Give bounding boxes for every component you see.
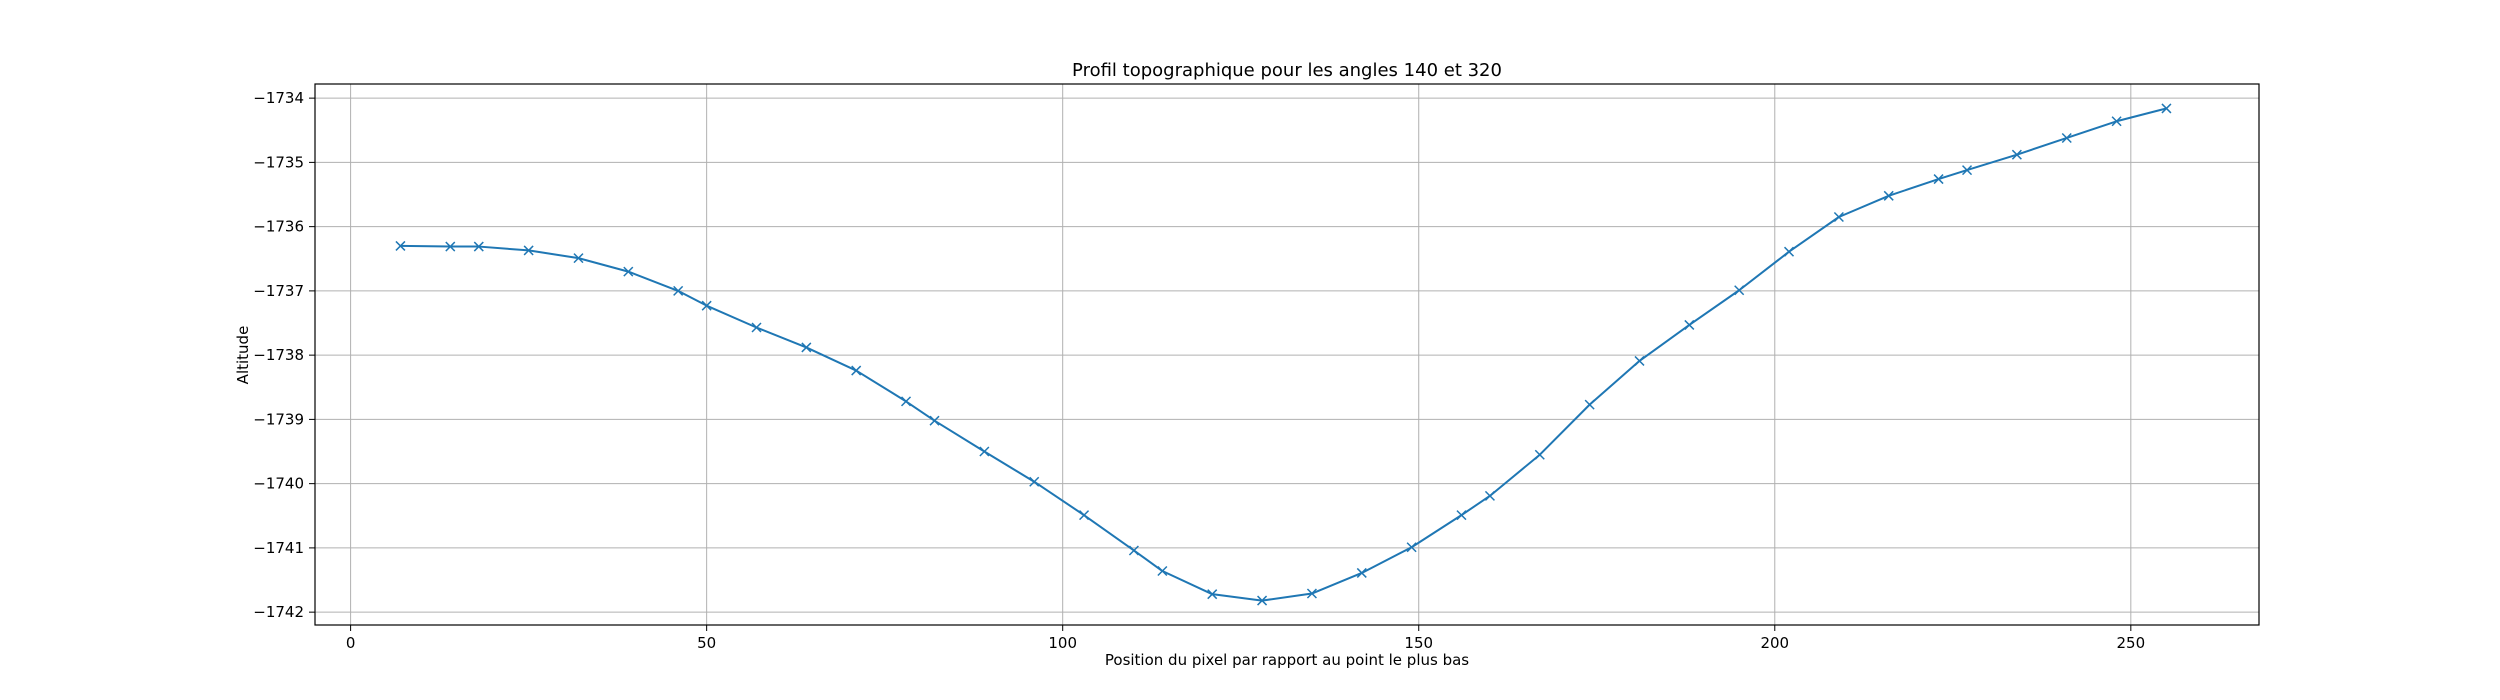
- data-point: [751, 322, 762, 333]
- x-tick-label: 250: [2117, 634, 2146, 652]
- data-point: [1128, 545, 1139, 556]
- data-point: [701, 300, 712, 311]
- data-point: [395, 240, 406, 251]
- data-point: [901, 396, 912, 407]
- grid: [315, 84, 2259, 625]
- data-point: [445, 241, 456, 252]
- data-point: [1584, 399, 1595, 410]
- series-line-layer: [400, 107, 2167, 602]
- y-axis-label: Altitude: [234, 326, 252, 385]
- data-point: [1833, 211, 1844, 223]
- plot-frame: [314, 83, 2260, 626]
- data-point: [929, 415, 940, 426]
- data-point: [1962, 165, 1973, 176]
- data-point: [673, 285, 684, 296]
- data-point: [851, 365, 862, 376]
- data-point: [1079, 510, 1090, 521]
- series-line: [400, 107, 2167, 602]
- data-point: [801, 342, 812, 353]
- data-point: [2111, 116, 2122, 127]
- x-tick-label: 200: [1760, 634, 1789, 652]
- data-point: [1783, 246, 1795, 257]
- data-point: [2061, 132, 2072, 144]
- y-tick-label: −1734: [253, 89, 304, 107]
- data-point: [979, 446, 990, 457]
- data-point: [1306, 588, 1317, 599]
- y-tick-label: −1741: [253, 539, 304, 557]
- chart-title: Profil topographique pour les angles 140…: [1072, 60, 1502, 81]
- markers: [395, 103, 2172, 606]
- data-point: [573, 253, 584, 264]
- data-point: [1933, 174, 1944, 185]
- data-point: [623, 266, 634, 277]
- data-point: [1734, 285, 1745, 296]
- data-point: [1684, 319, 1695, 330]
- data-point: [1356, 567, 1367, 578]
- x-tick-label: 100: [1048, 634, 1077, 652]
- data-point: [1257, 595, 1268, 606]
- y-tick-label: −1736: [253, 218, 304, 236]
- data-point: [2011, 149, 2022, 160]
- x-tick-label: 150: [1404, 634, 1433, 652]
- data-point: [1157, 565, 1168, 577]
- x-tick-label: 0: [346, 634, 356, 652]
- y-tick-label: −1738: [253, 346, 304, 364]
- data-point: [2161, 103, 2172, 114]
- y-tick-label: −1735: [253, 153, 304, 171]
- data-point: [523, 245, 534, 256]
- data-point: [1534, 449, 1545, 460]
- x-tick-label: 50: [697, 634, 716, 652]
- data-point: [1484, 490, 1495, 501]
- data-point: [1634, 355, 1645, 366]
- data-point: [1883, 190, 1894, 201]
- y-tick-label: −1737: [253, 282, 304, 300]
- data-point: [1207, 589, 1218, 600]
- y-tick-label: −1742: [253, 603, 304, 621]
- y-axis-ticks: −1742 −1741 −1740 −1739 −1738 −1737 −1736 −1735…: [253, 89, 315, 621]
- data-point: [1029, 476, 1040, 487]
- data-point: [473, 241, 484, 252]
- x-axis-label: Position du pixel par rapport au point l…: [1105, 651, 1469, 669]
- x-axis-ticks: 0 50 100 150 200 250: [346, 625, 2145, 652]
- data-point: [1406, 542, 1417, 553]
- y-tick-label: −1739: [253, 410, 304, 428]
- data-point: [1456, 510, 1467, 521]
- y-tick-label: −1740: [253, 475, 304, 493]
